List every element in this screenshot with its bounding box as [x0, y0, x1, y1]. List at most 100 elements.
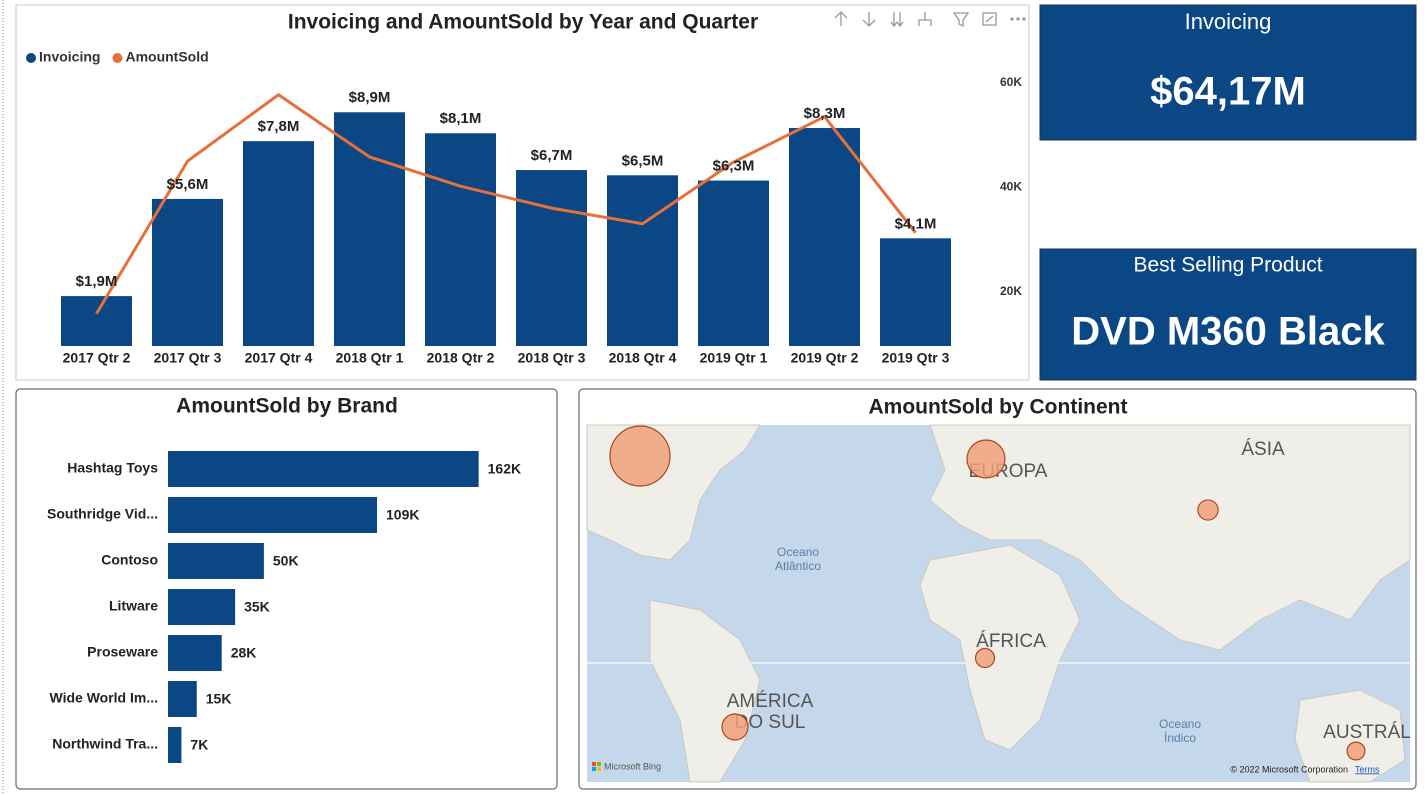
data-label: $8,9M — [349, 89, 391, 106]
data-label: 35K — [244, 599, 270, 615]
logo-square — [592, 767, 596, 771]
bar — [789, 128, 860, 346]
data-label: $1,9M — [76, 273, 118, 290]
y2-tick-label: 40K — [1000, 179, 1022, 193]
bar — [243, 141, 314, 346]
bar — [168, 543, 264, 579]
more-icon[interactable] — [1016, 17, 1020, 21]
data-label: 15K — [206, 691, 232, 707]
attribution: Microsoft Bing — [604, 761, 661, 771]
data-label: $8,1M — [440, 110, 482, 127]
logo-square — [592, 762, 596, 766]
bar — [168, 727, 182, 763]
bar — [61, 296, 132, 346]
legend-label: AmountSold — [125, 49, 208, 65]
y2-tick-label: 60K — [1000, 75, 1022, 89]
continent-label: AMÉRICA DO SUL — [727, 691, 814, 733]
data-label: $6,7M — [531, 147, 573, 164]
drill-down-icon[interactable] — [862, 12, 876, 27]
continent-label: AUSTRÁL — [1323, 722, 1411, 743]
card-value: DVD M360 Black — [1071, 310, 1385, 354]
data-label: $7,8M — [258, 118, 300, 135]
bar — [698, 180, 769, 346]
bar — [168, 451, 479, 487]
y-tick-label: Southridge Vid... — [47, 506, 158, 522]
bar — [168, 681, 197, 717]
data-label: 162K — [488, 461, 521, 477]
hierarchy-icon[interactable] — [918, 12, 932, 26]
bar — [168, 635, 222, 671]
x-tick-label: 2018 Qtr 4 — [609, 350, 677, 366]
data-label: 28K — [231, 645, 257, 661]
x-tick-label: 2018 Qtr 1 — [336, 350, 404, 366]
bar — [334, 112, 405, 346]
chart-title: AmountSold by Brand — [176, 395, 398, 418]
x-tick-label: 2018 Qtr 2 — [427, 350, 495, 366]
filter-icon[interactable] — [952, 12, 970, 28]
legend-label: Invoicing — [39, 49, 100, 65]
bubble — [966, 439, 1006, 479]
x-tick-label: 2019 Qtr 2 — [791, 350, 859, 366]
y2-tick-label: 20K — [1000, 284, 1022, 298]
y-tick-label: Hashtag Toys — [67, 460, 158, 476]
more-icon[interactable] — [1022, 17, 1026, 21]
bar — [152, 198, 223, 346]
bar — [168, 589, 236, 625]
continent-label: ÁSIA — [1241, 439, 1285, 460]
data-label: $4,1M — [895, 215, 937, 232]
data-label: $5,6M — [167, 176, 209, 193]
logo-square — [597, 762, 601, 766]
bubble — [1197, 499, 1219, 521]
bubble — [1346, 741, 1366, 761]
data-label: 7K — [190, 737, 208, 753]
x-tick-label: 2018 Qtr 3 — [518, 350, 586, 366]
x-tick-label: 2017 Qtr 4 — [245, 350, 313, 366]
bubble — [974, 647, 996, 669]
card — [1039, 248, 1417, 381]
bar — [516, 170, 587, 346]
bubble — [721, 713, 749, 741]
ocean-label: Oceano Índico — [1159, 717, 1201, 745]
focus-icon[interactable] — [982, 12, 997, 26]
bar — [880, 238, 951, 346]
attribution: © 2022 Microsoft Corporation — [1230, 764, 1348, 774]
bing-logo — [592, 762, 601, 771]
x-tick-label: 2017 Qtr 2 — [63, 350, 131, 366]
line — [95, 93, 917, 315]
expand-icon[interactable] — [890, 12, 904, 28]
card-title: Best Selling Product — [1133, 254, 1322, 277]
x-tick-label: 2019 Qtr 1 — [700, 350, 768, 366]
x-tick-label: 2019 Qtr 3 — [882, 350, 950, 366]
y-tick-label: Proseware — [87, 644, 158, 660]
data-label: 50K — [273, 553, 299, 569]
legend-marker — [112, 53, 123, 63]
terms-link[interactable]: Terms — [1355, 764, 1380, 774]
card — [1039, 4, 1417, 141]
chart-title: AmountSold by Continent — [869, 396, 1128, 419]
y-tick-label: Wide World Im... — [49, 690, 158, 706]
data-label: $6,3M — [713, 158, 755, 175]
legend-marker — [26, 53, 36, 63]
bar — [607, 175, 678, 346]
y-tick-label: Northwind Tra... — [52, 736, 158, 752]
visual-toolbar[interactable] — [834, 11, 1026, 28]
y-tick-label: Litware — [109, 598, 158, 614]
bar — [168, 497, 378, 533]
bubble — [609, 425, 671, 487]
brand-panel — [15, 388, 558, 790]
bar — [425, 133, 496, 346]
data-label: $6,5M — [622, 152, 664, 169]
more-icon[interactable] — [1010, 17, 1014, 21]
drill-up-icon[interactable] — [834, 11, 848, 26]
ocean-label: Oceano Atlântico — [775, 545, 821, 573]
chart-title: Invoicing and AmountSold by Year and Qua… — [288, 11, 758, 34]
data-label: $8,3M — [804, 105, 846, 122]
logo-square — [597, 767, 601, 771]
x-tick-label: 2017 Qtr 3 — [154, 350, 222, 366]
y-tick-label: Contoso — [101, 552, 158, 568]
data-label: 109K — [386, 507, 419, 523]
card-title: Invoicing — [1185, 9, 1272, 34]
continent-label: ÁFRICA — [976, 631, 1046, 652]
card-value: $64,17M — [1150, 70, 1306, 114]
